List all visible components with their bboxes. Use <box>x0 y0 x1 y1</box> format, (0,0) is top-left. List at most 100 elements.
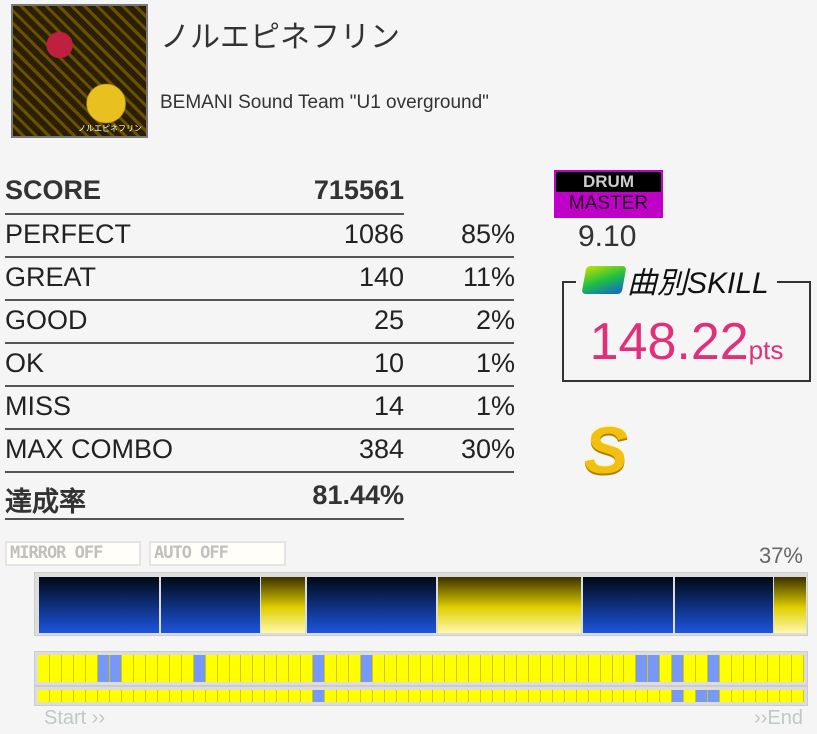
combo-cell <box>444 655 457 682</box>
combo-cell <box>504 655 517 682</box>
row-count: 140 <box>358 262 404 292</box>
combo-cell <box>38 655 50 682</box>
row-count: 25 <box>373 305 404 335</box>
row-label: GREAT <box>5 262 97 292</box>
combo-cell <box>145 655 158 682</box>
combo-cell <box>38 690 50 702</box>
row-count: 1086 <box>343 219 404 249</box>
combo-cell <box>205 690 218 702</box>
end-label: ››End <box>754 707 803 729</box>
combo-cell <box>552 655 565 682</box>
combo-cell <box>373 655 386 682</box>
combo-cell <box>193 655 206 682</box>
combo-cell <box>672 655 685 682</box>
combo-cell <box>516 655 529 682</box>
divider <box>5 299 514 301</box>
combo-cell <box>409 655 421 682</box>
row-label: PERFECT <box>5 219 132 249</box>
combo-cell <box>361 690 374 702</box>
combo-cell <box>468 690 481 702</box>
combo-cell <box>397 655 410 682</box>
combo-cell <box>397 690 410 702</box>
row-label: OK <box>5 348 45 378</box>
combo-cell <box>169 655 182 682</box>
combo-cell <box>49 690 62 702</box>
combo-cell <box>540 690 553 702</box>
score-label: SCORE <box>5 175 102 205</box>
combo-cell <box>373 690 386 702</box>
combo-cell <box>229 655 242 682</box>
combo-cell <box>648 690 661 702</box>
combo-cell <box>325 690 338 702</box>
combo-cell <box>217 655 230 682</box>
combo-cell <box>660 690 673 702</box>
combo-cell <box>588 690 601 702</box>
combo-cell <box>157 655 170 682</box>
combo-cell <box>109 690 122 702</box>
section-4 <box>307 577 436 633</box>
combo-cell <box>181 655 194 682</box>
result-row-max-combo: MAX COMBO 384 30% <box>5 428 515 471</box>
combo-cell <box>552 690 565 702</box>
skill-logo-icon <box>581 266 627 294</box>
section-6 <box>583 577 673 633</box>
combo-cell <box>492 655 505 682</box>
combo-cell <box>325 655 338 682</box>
combo-cell <box>253 690 266 702</box>
instrument-label: DRUM <box>556 172 661 192</box>
combo-cell <box>181 690 194 702</box>
combo-cell <box>121 655 134 682</box>
achievement-value: 81.44% <box>312 480 404 510</box>
combo-cell <box>337 690 350 702</box>
combo-cell <box>456 655 469 682</box>
combo-cell <box>780 690 793 702</box>
combo-cell <box>385 690 398 702</box>
section-1 <box>39 577 159 633</box>
combo-cell <box>480 655 493 682</box>
combo-cell <box>636 690 649 702</box>
mirror-option: MIRROR OFF <box>5 541 141 566</box>
combo-cell <box>421 655 433 682</box>
achievement-row: 達成率 81.44% <box>5 474 404 517</box>
divider <box>5 428 514 430</box>
combo-cell <box>768 655 781 682</box>
skill-unit: pts <box>748 335 784 365</box>
row-label: MISS <box>5 391 72 421</box>
combo-cell <box>97 690 110 702</box>
combo-cell <box>121 690 134 702</box>
combo-cell <box>732 690 745 702</box>
row-percent: 1% <box>475 391 515 421</box>
combo-cell <box>720 655 733 682</box>
combo-cell <box>660 655 673 682</box>
combo-cell <box>756 655 769 682</box>
combo-cell <box>540 655 553 682</box>
score-value: 715561 <box>313 175 404 205</box>
row-count: 10 <box>373 348 404 378</box>
combo-cell <box>528 690 541 702</box>
section-graph <box>34 572 808 636</box>
combo-cell <box>576 690 589 702</box>
combo-cell <box>600 655 613 682</box>
combo-cell <box>624 690 637 702</box>
combo-cell <box>732 655 745 682</box>
combo-cell <box>241 690 254 702</box>
combo-cell <box>696 690 709 702</box>
combo-cell <box>409 690 421 702</box>
section-7 <box>675 577 773 633</box>
combo-cell <box>636 655 649 682</box>
combo-cell <box>61 690 74 702</box>
combo-cell <box>253 655 266 682</box>
combo-cell <box>696 655 709 682</box>
combo-cell <box>277 690 290 702</box>
combo-cell <box>492 690 505 702</box>
result-row-perfect: PERFECT 1086 85% <box>5 213 515 256</box>
combo-cell <box>792 655 804 682</box>
combo-cell <box>109 655 122 682</box>
combo-cell <box>313 655 326 682</box>
rank-icon: S <box>584 413 629 487</box>
divider <box>5 471 514 473</box>
combo-cell <box>612 655 625 682</box>
row-percent: 2% <box>475 305 515 335</box>
combo-cell <box>468 655 481 682</box>
combo-graph-row-1 <box>34 651 808 686</box>
